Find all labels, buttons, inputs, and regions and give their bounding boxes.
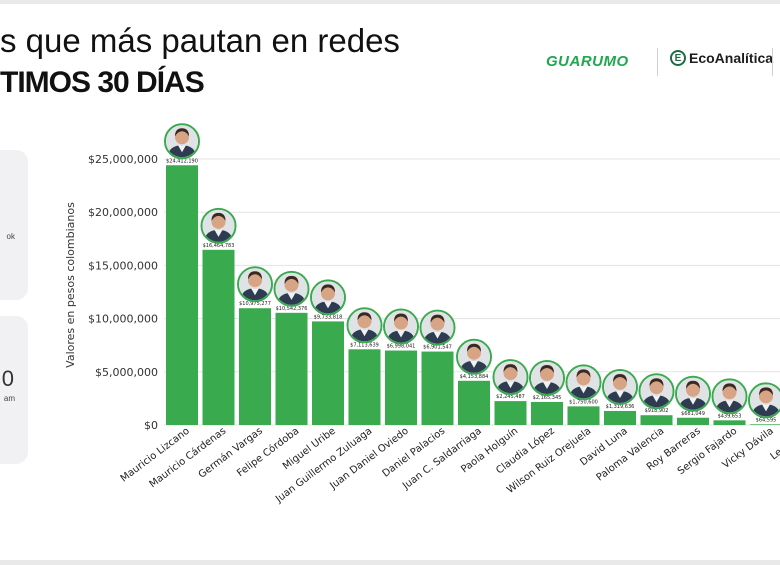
- candidate-portrait-icon: [456, 338, 492, 375]
- bar-value-label: $10,975,277: [239, 301, 271, 307]
- y-tick-label: $5,000,000: [95, 366, 158, 379]
- bar-value-label: $918,902: [645, 408, 669, 414]
- candidate-portrait-icon: [273, 270, 310, 307]
- side-panel-top: ok: [0, 150, 28, 300]
- side-panel-bottom-label: am: [3, 394, 15, 403]
- bar-value-label: $16,464,783: [203, 243, 235, 249]
- page-subtitle: TIMOS 30 DÍAS: [0, 66, 205, 99]
- bar: [239, 308, 271, 425]
- side-panel-bottom: 0 am: [0, 316, 28, 464]
- bar-value-label: $24,412,190: [166, 158, 198, 164]
- x-tick-label: Germán Vargas: [196, 425, 265, 481]
- bar: [421, 351, 454, 425]
- bar-value-label: $1,750,600: [569, 399, 598, 405]
- bar: [202, 249, 235, 425]
- bar-value-label: $10,542,376: [276, 306, 308, 312]
- page-title: s que más pautan en redes: [0, 22, 400, 59]
- bar: [166, 165, 198, 425]
- candidate-portrait-icon: [529, 359, 565, 396]
- bar: [275, 312, 308, 425]
- y-axis-label: Valores en pesos colombianos: [64, 202, 77, 368]
- bar-value-label: $4,153,884: [460, 374, 489, 380]
- bar-value-label: $6,998,041: [387, 344, 416, 350]
- candidate-portrait-icon: [602, 368, 638, 405]
- x-tick-label: Felipe Córdoba: [235, 425, 302, 479]
- candidate-portrait-icon: [711, 378, 748, 415]
- y-tick-label: $20,000,000: [88, 206, 158, 219]
- bar: [567, 406, 600, 425]
- bar: [640, 415, 673, 425]
- candidate-portrait-icon: [383, 308, 419, 345]
- bar: [677, 417, 709, 425]
- bar-value-label: $1,319,636: [606, 404, 635, 410]
- bar-value-label: $439,653: [718, 413, 742, 419]
- bar: [312, 321, 344, 425]
- bar: [494, 401, 527, 425]
- guarumo-logo: GUARUMO: [546, 53, 629, 70]
- bar: [385, 350, 417, 425]
- y-tick-label: $25,000,000: [88, 153, 158, 166]
- bar-value-label: $9,733,818: [314, 314, 343, 320]
- candidate-portrait-icon: [492, 359, 529, 396]
- y-tick-label: $10,000,000: [88, 313, 158, 326]
- bar: [604, 410, 636, 425]
- candidate-portrait-icon: [237, 266, 273, 303]
- bar: [348, 349, 381, 425]
- ecoanalitica-icon: E: [670, 50, 686, 66]
- ecoanalitica-text: EcoAnalítica: [689, 50, 774, 66]
- chart-card: [0, 4, 780, 560]
- bar-value-label: $2,165,345: [533, 395, 562, 401]
- candidate-portrait-icon: [748, 382, 780, 419]
- side-panel-bottom-glyph: 0: [1, 366, 14, 391]
- bar: [713, 420, 746, 425]
- bar: [531, 401, 563, 425]
- candidate-portrait-icon: [200, 207, 237, 244]
- bar-value-label: $6,901,547: [423, 345, 452, 351]
- bar-value-label: $64,595: [756, 417, 777, 423]
- candidate-portrait-icon: [164, 123, 200, 160]
- y-tick-label: $15,000,000: [88, 259, 158, 272]
- candidate-portrait-icon: [565, 364, 602, 401]
- y-tick-label: $0: [144, 419, 158, 432]
- bar-value-label: $2,245,487: [496, 394, 525, 400]
- bar-value-label: $681,049: [681, 411, 705, 417]
- logo-separator: [772, 48, 773, 76]
- candidate-portrait-icon: [346, 307, 383, 344]
- side-panel-top-label: ok: [6, 232, 15, 241]
- bar: [750, 424, 780, 425]
- bar: [458, 380, 490, 425]
- candidate-portrait-icon: [419, 309, 456, 346]
- bar-value-label: $7,113,639: [350, 342, 379, 348]
- x-tick-label: Paloma Valencia: [595, 426, 667, 484]
- x-tick-label: Daniel Palacios: [381, 426, 448, 480]
- candidate-portrait-icon: [638, 373, 675, 410]
- logo-separator: [657, 48, 658, 76]
- ecoanalitica-logo: E EcoAnalítica: [670, 50, 773, 66]
- candidate-portrait-icon: [310, 279, 346, 316]
- candidate-portrait-icon: [675, 375, 711, 412]
